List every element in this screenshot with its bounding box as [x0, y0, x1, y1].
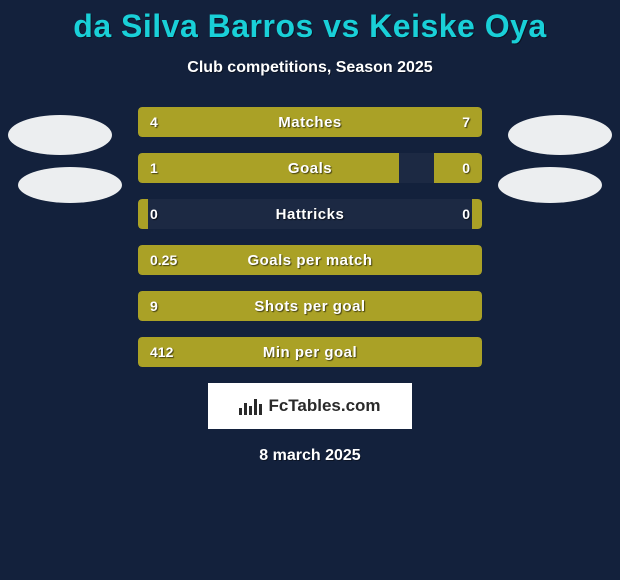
bar-fill-right: [472, 337, 482, 367]
watermark: FcTables.com: [208, 383, 412, 429]
bar-fill-left: [138, 245, 472, 275]
bar-fill-right: [434, 153, 482, 183]
stat-label: Hattricks: [138, 199, 482, 229]
bar-fill-left: [138, 337, 472, 367]
stat-row: 0 0Hattricks: [138, 199, 482, 229]
player-avatar-right-2: [498, 167, 602, 203]
bar-fill-left: [138, 153, 399, 183]
stat-value-left: 0.25: [150, 245, 177, 275]
stat-value-right: 0: [462, 199, 470, 229]
watermark-text: FcTables.com: [268, 396, 380, 416]
stat-value-left: 4: [150, 107, 158, 137]
stat-value-left: 9: [150, 291, 158, 321]
stat-row: 9Shots per goal: [138, 291, 482, 321]
player-avatar-left-1: [8, 115, 112, 155]
stat-value-left: 1: [150, 153, 158, 183]
stat-value-left: 0: [150, 199, 158, 229]
stat-value-left: 412: [150, 337, 173, 367]
chart-bars-icon: [239, 397, 262, 415]
stat-row: 0.25Goals per match: [138, 245, 482, 275]
bar-fill-left: [138, 291, 472, 321]
bar-fill-right: [472, 199, 482, 229]
stat-row: 10Goals: [138, 153, 482, 183]
stat-value-right: 0: [462, 153, 470, 183]
player-avatar-right-1: [508, 115, 612, 155]
stat-row: 412Min per goal: [138, 337, 482, 367]
stat-rows: 47Matches10Goals00Hattricks0.25Goals per…: [138, 107, 482, 367]
comparison-title: da Silva Barros vs Keiske Oya: [0, 0, 620, 45]
player-avatar-left-2: [18, 167, 122, 203]
stat-value-right: 7: [462, 107, 470, 137]
bar-fill-right: [263, 107, 482, 137]
chart-area: 47Matches10Goals00Hattricks0.25Goals per…: [0, 107, 620, 367]
bar-fill-right: [472, 245, 482, 275]
comparison-date: 8 march 2025: [0, 447, 620, 465]
stat-row: 47Matches: [138, 107, 482, 137]
bar-fill-right: [472, 291, 482, 321]
bar-fill-left: [138, 199, 148, 229]
comparison-subtitle: Club competitions, Season 2025: [0, 59, 620, 77]
